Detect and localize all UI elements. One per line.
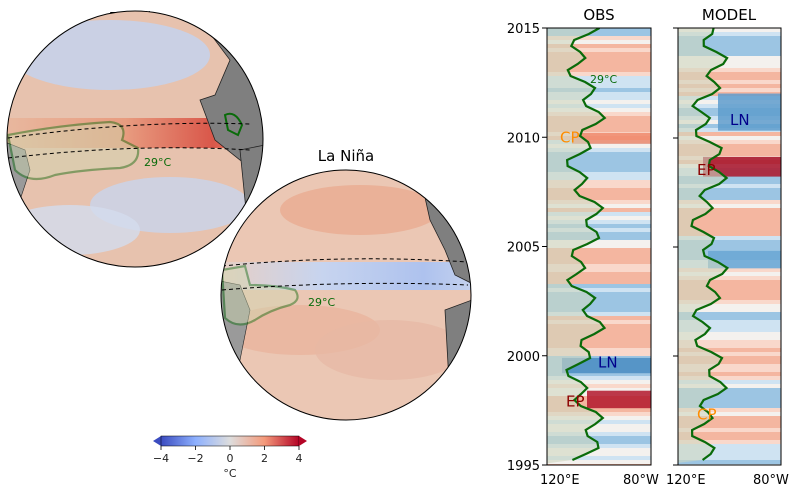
obs-panel: OBS 1995 2000 2005 2010 2015 29°C 120°E 80°W… — [507, 6, 659, 488]
model-annotation-ep: EP — [697, 161, 716, 179]
obs-ytick-label: 2015 — [507, 22, 540, 37]
colorbar-tick-label: 4 — [296, 452, 303, 465]
el-nino-map: El Niño 29°C — [6, 9, 264, 268]
colorbar-tick-label: 2 — [261, 452, 268, 465]
obs-ytick-label: 2000 — [507, 350, 540, 365]
la-nina-contour-label: 29°C — [308, 296, 335, 309]
obs-annotation-ln: LN — [598, 353, 618, 371]
model-panel: MODEL 120°E 80°W LN EP CP — [666, 6, 789, 488]
obs-heatmap — [547, 28, 651, 465]
colorbar-tick-label: −4 — [153, 452, 169, 465]
obs-ytick-label: 2005 — [507, 241, 540, 256]
colorbar-unit: °C — [223, 467, 237, 480]
model-annotation-cp: CP — [697, 406, 717, 424]
obs-contour-label: 29°C — [590, 73, 617, 86]
colorbar: −4 −2 0 2 4 °C — [153, 435, 307, 480]
la-nina-map: La Niña 29°C — [220, 147, 472, 421]
obs-ytick-label: 1995 — [507, 459, 540, 474]
model-title: MODEL — [702, 6, 757, 24]
model-xtick-east: 80°W — [753, 473, 789, 488]
obs-title: OBS — [583, 6, 614, 24]
model-annotation-ln: LN — [730, 111, 750, 129]
colorbar-tick-label: 0 — [227, 452, 234, 465]
obs-annotation-ep: EP — [566, 393, 585, 411]
colorbar-tick-label: −2 — [187, 452, 203, 465]
model-heatmap — [678, 28, 781, 465]
obs-xtick-east: 80°W — [623, 473, 659, 488]
model-xtick-west: 120°E — [666, 473, 706, 488]
obs-annotation-cp: CP — [560, 128, 580, 146]
obs-xtick-west: 120°E — [540, 473, 580, 488]
el-nino-contour-label: 29°C — [144, 156, 171, 169]
la-nina-title: La Niña — [318, 147, 374, 165]
obs-ytick-label: 2010 — [507, 131, 540, 146]
